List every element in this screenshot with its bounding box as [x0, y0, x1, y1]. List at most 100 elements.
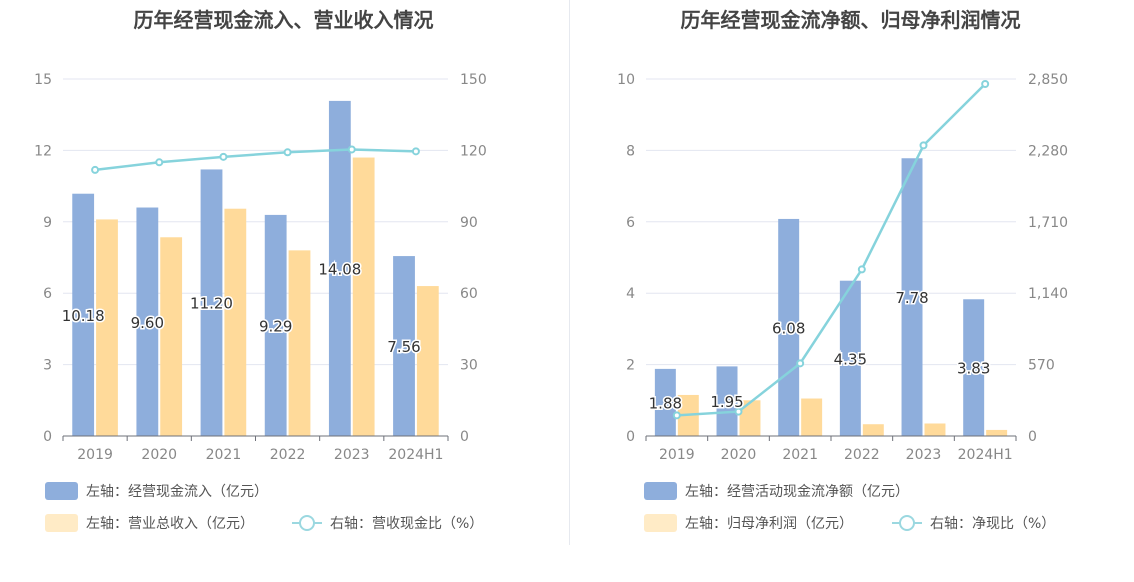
right-axis-tick-label: 0: [1028, 429, 1037, 445]
bar-secondary: [416, 286, 439, 436]
left-axis-tick-label: 4: [626, 286, 635, 302]
legend-label: 左轴：营业总收入（亿元）: [86, 516, 254, 532]
right-axis-tick-label: 0: [460, 429, 469, 445]
left-axis-tick-label: 12: [34, 143, 52, 159]
bar-secondary: [96, 219, 118, 436]
ratio-line: [94, 148, 416, 172]
bar-secondary: [924, 423, 946, 436]
legend-label: 右轴：净现比（%）: [930, 516, 1056, 532]
ratio-line-point: [981, 80, 990, 89]
ratio-line-point: [857, 265, 866, 274]
bar-secondary: [986, 429, 1008, 436]
bar-data-label: 6.08: [772, 319, 805, 337]
right-axis-tick-label: 2,850: [1028, 72, 1068, 88]
ratio-line-point: [91, 165, 100, 174]
left-axis-tick-label: 2: [626, 358, 635, 374]
chart-title-right: 历年经营现金流净额、归母净利润情况: [680, 8, 1021, 32]
right-axis-tick-label: 30: [460, 358, 478, 374]
left-axis-tick-label: 0: [43, 429, 52, 445]
bar-primary: [72, 193, 95, 436]
bar-primary: [393, 256, 415, 436]
bar-data-label: 9.60: [131, 314, 164, 332]
panel-divider: [569, 0, 570, 545]
bar-primary: [963, 299, 985, 436]
bar-secondary: [224, 208, 247, 436]
chart-title-left: 历年经营现金流入、营业收入情况: [133, 8, 434, 32]
chart-panel-right: 历年经营现金流净额、归母净利润情况 0 0 2 570 4 1,140 6 1,710 8 2,2…: [567, 0, 1134, 582]
bar-secondary: [739, 400, 761, 436]
legend-label: 左轴：归母净利润（亿元）: [685, 516, 853, 532]
bar-data-label: 3.83: [957, 360, 990, 378]
bar-data-label: 10.18: [62, 307, 105, 325]
right-axis-tick-label: 150: [460, 72, 487, 88]
bar-secondary: [288, 250, 311, 436]
bar-secondary: [352, 157, 375, 437]
x-axis-tick-label: 2020: [721, 447, 757, 463]
bar-data-label: 9.29: [259, 317, 292, 335]
x-axis-tick-label: 2019: [77, 447, 113, 463]
legend-item-right-net-profit[interactable]: 左轴：归母净利润（亿元）: [644, 513, 853, 533]
x-axis-tick-label: 2020: [141, 447, 177, 463]
legend-item-left-revenue[interactable]: 左轴：营业总收入（亿元）: [45, 513, 254, 533]
legend-item-left-cash-inflow[interactable]: 左轴：经营现金流入（亿元）: [45, 481, 268, 501]
ratio-line-point: [919, 141, 928, 150]
x-axis-tick-label: 2022: [844, 447, 880, 463]
bar-secondary: [160, 237, 183, 436]
x-axis-tick-label: 2024H1: [958, 447, 1013, 463]
left-axis-tick-label: 3: [43, 358, 52, 374]
bar-primary: [901, 158, 923, 436]
x-axis-tick-label: 2023: [906, 447, 942, 463]
x-axis-tick-label: 2019: [659, 447, 695, 463]
chart-right: 0 0 2 570 4 1,140 6 1,710 8 2,280 10 2,850 2019 2020 2…: [617, 72, 1068, 463]
bar-primary: [264, 214, 287, 436]
legend-label: 左轴：经营现金流入（亿元）: [86, 484, 268, 500]
left-axis-tick-label: 10: [617, 72, 635, 88]
bar-data-label: 1.88: [649, 394, 682, 412]
ratio-line-point: [347, 145, 356, 154]
chart-left: 0 0 3 30 6 60 9 90 12 120 15 150 2019 2020 2021 2022 202…: [34, 72, 487, 463]
bar-data-label: 14.08: [318, 260, 361, 278]
right-axis-tick-label: 2,280: [1028, 143, 1068, 159]
bar-data-label: 7.78: [895, 289, 928, 307]
ratio-line-point: [155, 158, 164, 167]
ratio-line: [676, 83, 987, 417]
right-axis-tick-label: 1,710: [1028, 215, 1068, 231]
left-axis-tick-label: 15: [34, 72, 52, 88]
chart-panel-left: 历年经营现金流入、营业收入情况 0 0 3 30 6 60 9 90 12 120 15 150 201…: [34, 8, 487, 533]
legend-label: 左轴：经营活动现金流净额（亿元）: [685, 484, 909, 500]
ratio-line-point: [672, 411, 681, 420]
left-axis-tick-label: 9: [43, 215, 52, 231]
left-axis-tick-label: 0: [626, 429, 635, 445]
bar-data-label: 1.95: [710, 393, 743, 411]
bar-secondary: [801, 398, 823, 436]
right-axis-tick-label: 90: [460, 215, 478, 231]
legend-item-left-ratio[interactable]: 右轴：营收现金比（%）: [292, 513, 483, 533]
bar-primary: [328, 100, 351, 437]
legend-swatch-blue: [45, 482, 78, 500]
x-axis-tick-label: 2024H1: [388, 447, 443, 463]
bar-data-label: 4.35: [834, 350, 867, 368]
legend-item-right-ratio[interactable]: 右轴：净现比（%）: [892, 513, 1055, 533]
legend-swatch-blue: [644, 482, 677, 500]
left-axis-tick-label: 8: [626, 143, 635, 159]
bar-primary: [778, 218, 800, 436]
right-axis-tick-label: 120: [460, 143, 487, 159]
bar-primary: [200, 169, 223, 436]
x-axis-tick-label: 2021: [206, 447, 242, 463]
ratio-line-point: [219, 152, 228, 161]
ratio-line-point: [411, 147, 420, 156]
ratio-line-point: [796, 359, 805, 368]
left-axis-tick-label: 6: [626, 215, 635, 231]
legend-item-right-net-cash[interactable]: 左轴：经营活动现金流净额（亿元）: [644, 481, 909, 501]
legend-label: 右轴：营收现金比（%）: [330, 516, 484, 532]
right-axis-tick-label: 570: [1028, 358, 1055, 374]
bar-data-label: 11.20: [190, 295, 233, 313]
ratio-line-point: [283, 148, 292, 157]
ratio-line-point: [734, 407, 743, 416]
right-axis-tick-label: 1,140: [1028, 286, 1068, 302]
bar-secondary: [862, 424, 884, 436]
x-axis-tick-label: 2023: [334, 447, 370, 463]
x-axis-tick-label: 2021: [782, 447, 818, 463]
bar-primary: [654, 368, 676, 436]
